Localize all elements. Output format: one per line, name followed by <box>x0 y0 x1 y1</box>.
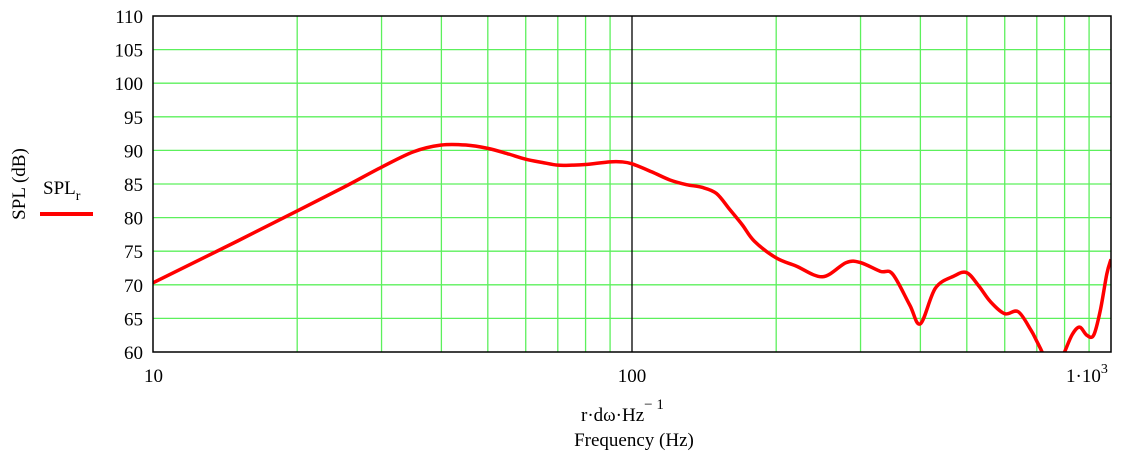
y-axis-title: SPL (dB) <box>9 148 30 220</box>
y-tick-label: 105 <box>115 41 144 62</box>
y-tick-label: 85 <box>124 175 143 196</box>
x-tick-label: 100 <box>618 366 647 387</box>
x-tick-label-last: 1·103 <box>1066 362 1108 387</box>
y-tick-label: 75 <box>124 242 143 263</box>
x-axis-expression-base: r·dω·Hz <box>581 405 644 426</box>
x-tick-labels: 10 100 <box>144 366 646 387</box>
plot-frame <box>152 15 1112 353</box>
y-tick-label: 95 <box>124 108 143 129</box>
legend: SPLr <box>40 178 93 216</box>
x-axis-expression: r·dω·Hz− 1 <box>581 397 664 426</box>
y-tick-label: 100 <box>115 74 144 95</box>
series-layer <box>153 142 1111 352</box>
y-tick-label: 65 <box>124 309 143 330</box>
grid <box>153 16 1111 352</box>
y-tick-label: 80 <box>124 209 143 230</box>
y-tick-label: 60 <box>124 343 143 364</box>
y-tick-label: 90 <box>124 141 143 162</box>
x-axis-title: Frequency (Hz) <box>574 430 694 451</box>
x-tick-last-exp: 3 <box>1101 362 1108 377</box>
y-tick-label: 70 <box>124 276 143 297</box>
legend-label-name: SPL <box>43 178 76 199</box>
y-tick-labels: 60 65 70 75 80 85 90 95 100 105 110 <box>115 7 144 364</box>
series-line-spl <box>153 142 1111 352</box>
legend-label-sub: r <box>76 189 81 204</box>
x-tick-last-base: 1·10 <box>1066 366 1101 387</box>
legend-label: SPLr <box>43 178 81 204</box>
x-tick-label: 10 <box>144 366 163 387</box>
y-tick-label: 110 <box>115 7 143 28</box>
x-axis-expression-exp: − 1 <box>644 397 664 413</box>
